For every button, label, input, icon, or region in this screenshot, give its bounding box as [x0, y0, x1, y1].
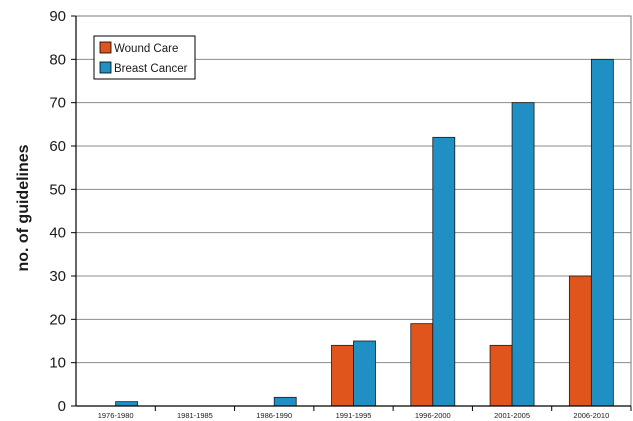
y-tick-label: 50 [49, 181, 66, 198]
bar-wound-care [411, 324, 433, 406]
legend-swatch-breast-cancer [100, 62, 111, 73]
y-tick-label: 70 [49, 95, 66, 112]
y-tick-label: 30 [49, 268, 66, 285]
legend: Wound Care Breast Cancer [94, 36, 195, 79]
y-tick-labels: 0 10 20 30 40 50 60 70 80 90 [49, 8, 66, 415]
x-tick-labels: 1976-1980 1981-1985 1986-1990 1991-1995 1996… [98, 411, 610, 420]
y-tick-label: 40 [49, 225, 66, 242]
bar-breast-cancer [274, 397, 296, 406]
y-tick-label: 90 [49, 8, 66, 25]
bar-wound-care [490, 345, 512, 406]
y-tick-label: 10 [49, 355, 66, 372]
bar-wound-care [569, 276, 591, 406]
x-tick-label: 1986-1990 [256, 411, 292, 420]
bar-wound-care [332, 345, 354, 406]
bar-breast-cancer [354, 341, 376, 406]
bar-breast-cancer [591, 59, 613, 406]
x-tick-label: 2006-2010 [573, 411, 609, 420]
legend-label-wound-care: Wound Care [114, 43, 178, 55]
y-axis-label: no. of guidelines [15, 144, 32, 271]
legend-swatch-wound-care [100, 42, 111, 53]
x-tick-label: 1996-2000 [415, 411, 451, 420]
x-tick-label: 1981-1985 [177, 411, 213, 420]
x-tick-label: 1976-1980 [98, 411, 134, 420]
x-tick-label: 2001-2005 [494, 411, 530, 420]
x-tick-label: 1991-1995 [336, 411, 372, 420]
y-tick-label: 20 [49, 311, 66, 328]
legend-label-breast-cancer: Breast Cancer [114, 63, 188, 75]
y-tick-label: 80 [49, 51, 66, 68]
bar-breast-cancer [512, 103, 534, 406]
y-tick-label: 60 [49, 138, 66, 155]
bar-breast-cancer [116, 402, 138, 406]
bar-breast-cancer [433, 137, 455, 406]
y-tick-label: 0 [58, 398, 66, 415]
